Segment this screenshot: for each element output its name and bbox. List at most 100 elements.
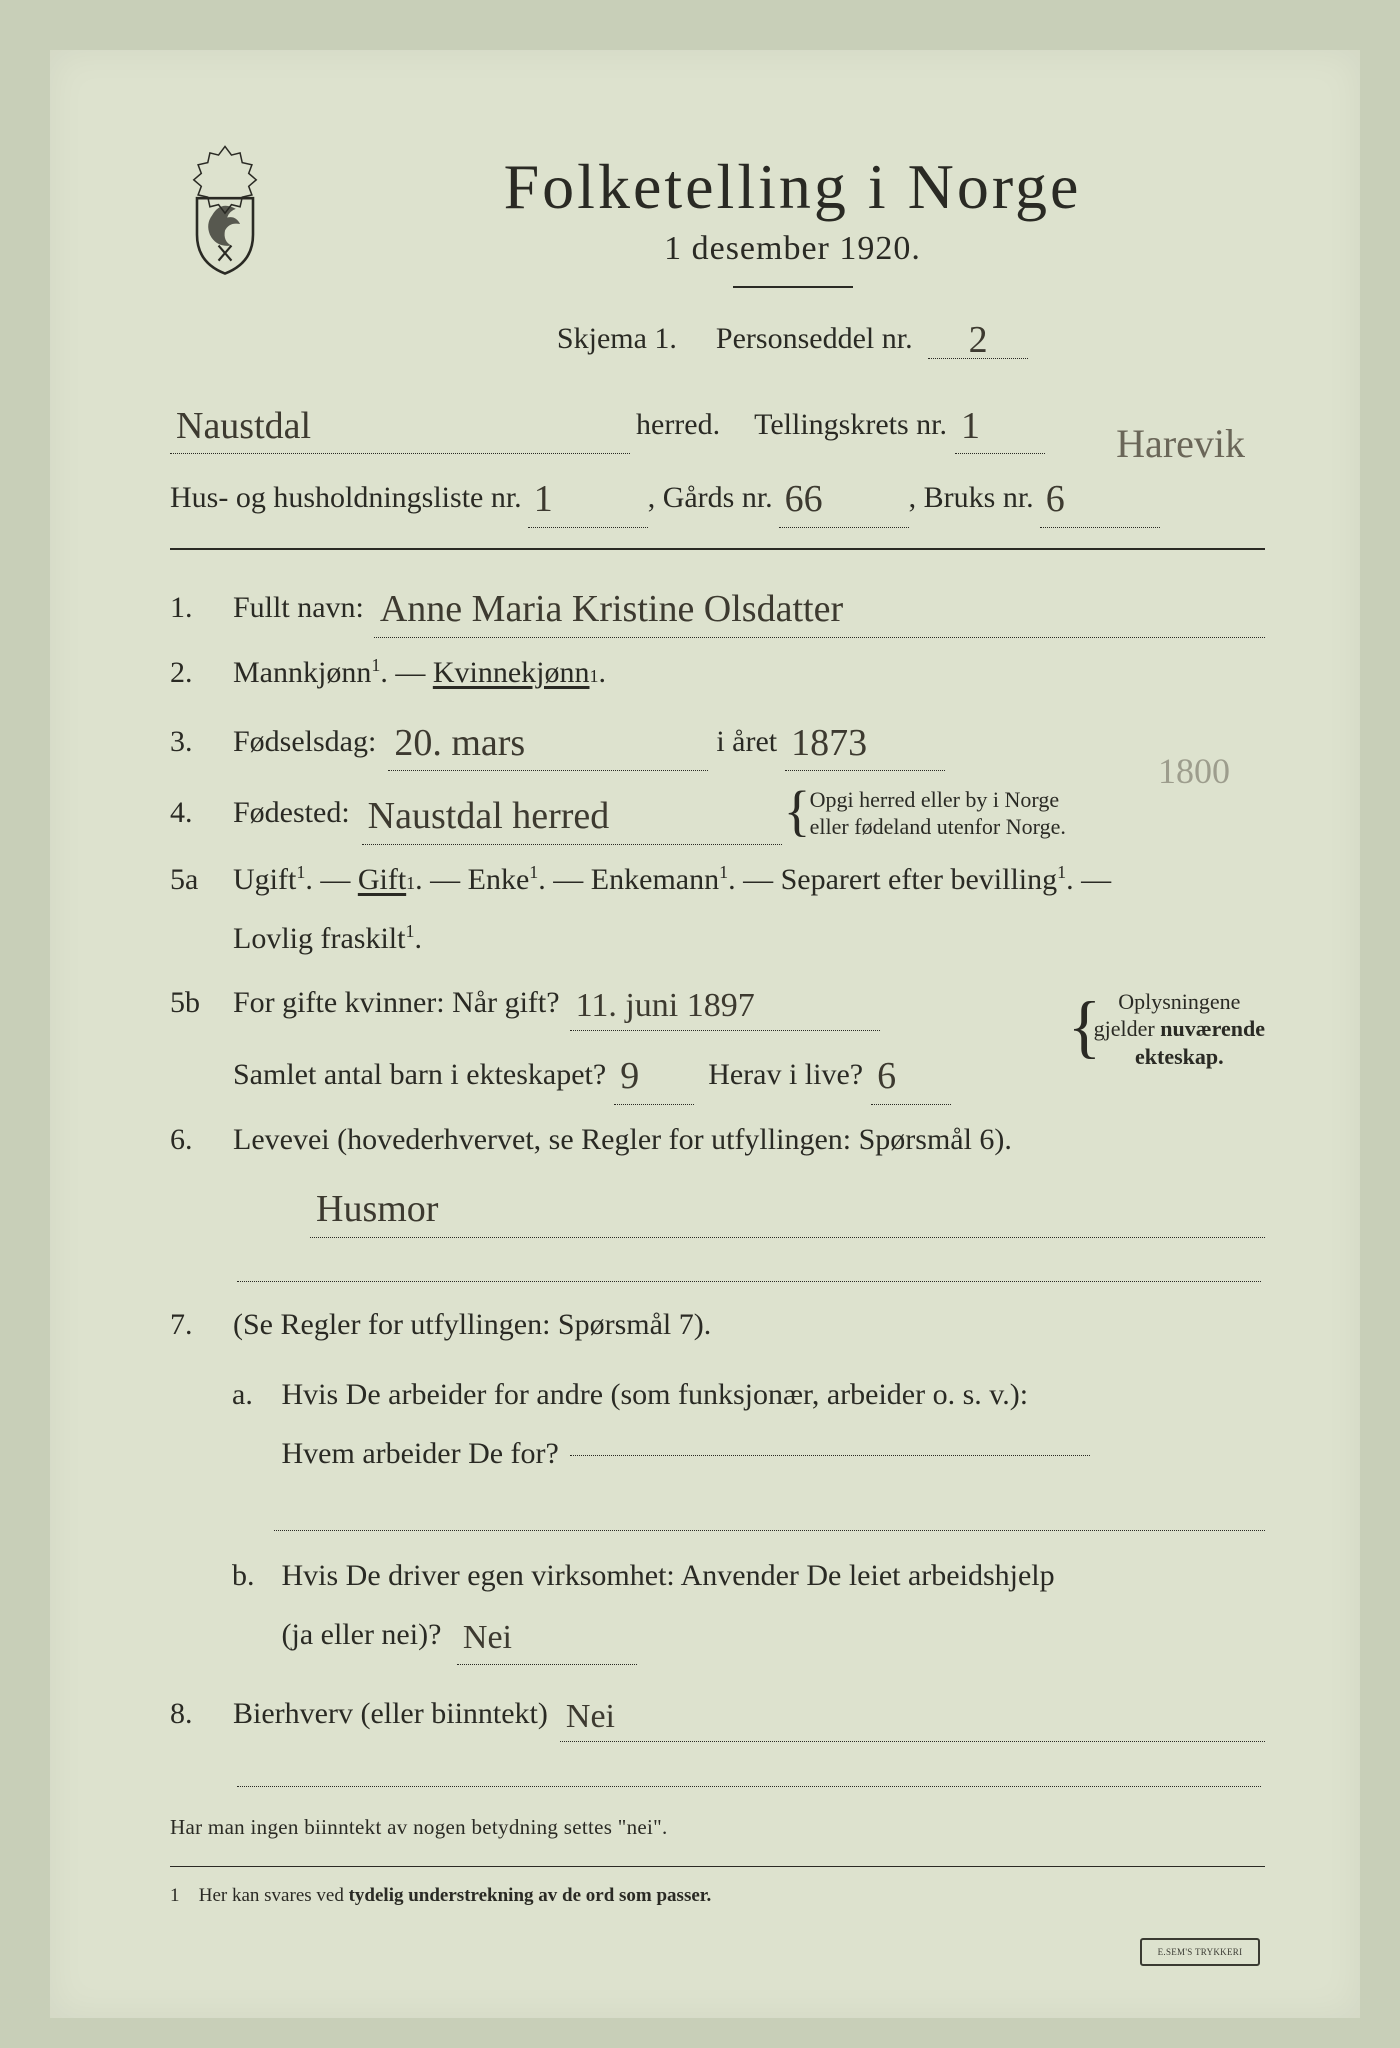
- personseddel-label: Personseddel nr.: [716, 322, 913, 355]
- husliste-value: 1: [528, 478, 559, 520]
- q5a-row2: Lovlig fraskilt1.: [170, 914, 1265, 964]
- skjema-line: Skjema 1. Personseddel nr. 2: [320, 314, 1265, 359]
- q7a-line2: Hvem arbeider De for?: [282, 1437, 559, 1470]
- q5b-label1: For gifte kvinner: Når gift?: [233, 978, 560, 1028]
- q6-label: Levevei (hovederhvervet, se Regler for u…: [233, 1115, 1012, 1165]
- q6-num: 6.: [170, 1115, 233, 1165]
- tellingskrets-label: Tellingskrets nr.: [754, 400, 947, 450]
- q5b-note-l3: ekteskap.: [1135, 1044, 1224, 1069]
- q4-num: 4.: [170, 788, 233, 838]
- divider-bottom: [170, 1866, 1265, 1868]
- title-rule: [733, 286, 853, 288]
- q7b-line2: (ja eller nei)?: [282, 1618, 442, 1651]
- herred-value: Naustdal: [170, 405, 317, 447]
- q5a-enke: Enke1.: [468, 855, 546, 905]
- q1-label: Fullt navn:: [233, 583, 364, 633]
- q7b-value: Nei: [457, 1619, 518, 1656]
- census-form-sheet: Harevik 1800 Folketelling i Norge 1 dese…: [50, 50, 1360, 2018]
- bruks-label: , Bruks nr.: [909, 473, 1034, 523]
- title-block: Folketelling i Norge 1 desember 1920. Sk…: [320, 140, 1265, 383]
- q4-label: Fødested:: [233, 788, 350, 838]
- q2-male: Mannkjønn1.: [233, 648, 388, 698]
- q7b: b. Hvis De driver egen virksomhet: Anven…: [170, 1549, 1265, 1665]
- q8-blank: [170, 1752, 1265, 1787]
- q7b-letter: b.: [232, 1549, 274, 1603]
- q2-male-text: Mannkjønn: [233, 656, 371, 689]
- main-title: Folketelling i Norge: [320, 150, 1265, 224]
- bruks-value: 6: [1040, 478, 1071, 520]
- q7a-value: [570, 1438, 582, 1475]
- gards-label: , Gårds nr.: [648, 473, 773, 523]
- tellingskrets-value: 1: [955, 405, 986, 447]
- q7a: a. Hvis De arbeider for andre (som funks…: [170, 1368, 1265, 1531]
- footnote-nei: Har man ingen biinntekt av nogen betydni…: [170, 1815, 1265, 1840]
- herred-label: herred.: [636, 400, 720, 450]
- q8-num: 8.: [170, 1689, 233, 1739]
- q3-row: 3. Fødselsdag: 20. mars i året 1873: [170, 708, 1265, 772]
- personseddel-nr-value: 2: [963, 319, 994, 361]
- q7a-fill: [570, 1422, 1090, 1457]
- q6-blank-row: [170, 1248, 1265, 1283]
- q3-num: 3.: [170, 717, 233, 767]
- q6-value-row: Husmor: [170, 1174, 1265, 1238]
- q5b-label3: Herav i live?: [708, 1050, 863, 1100]
- header: Folketelling i Norge 1 desember 1920. Sk…: [170, 140, 1265, 383]
- skjema-label: Skjema 1.: [557, 322, 677, 355]
- q4-note: Opgi herred eller by i Norge eller fødel…: [810, 786, 1066, 841]
- q2-row: 2. Mannkjønn1. — Kvinnekjønn1.: [170, 648, 1265, 698]
- q5b-note: Oplysningene gjelder nuværende ekteskap.: [1094, 988, 1265, 1071]
- q2-female-text: Kvinnekjønn: [433, 656, 590, 689]
- q1-num: 1.: [170, 583, 233, 633]
- q7-intro: (Se Regler for utfyllingen: Spørsmål 7).: [233, 1300, 711, 1350]
- date-subtitle: 1 desember 1920.: [320, 230, 1265, 268]
- q5b-children-alive: 6: [871, 1055, 902, 1097]
- q7a-line1: Hvis De arbeider for andre (som funksjon…: [282, 1378, 1029, 1411]
- q4-value: Naustdal herred: [362, 795, 616, 837]
- q7b-line1: Hvis De driver egen virksomhet: Anvender…: [282, 1559, 1055, 1592]
- divider-top: [170, 548, 1265, 551]
- q7-num: 7.: [170, 1300, 233, 1350]
- q3-day-value: 20. mars: [388, 722, 531, 764]
- q5b-children-total: 9: [614, 1055, 645, 1097]
- q5a-gift: Gift: [358, 855, 406, 905]
- q1-row: 1. Fullt navn: Anne Maria Kristine Olsda…: [170, 574, 1265, 638]
- gards-value: 66: [779, 478, 829, 520]
- q3-year-label: i året: [716, 717, 777, 767]
- herred-row: Naustdal herred. Tellingskrets nr. 1: [170, 391, 1265, 455]
- q1-value: Anne Maria Kristine Olsdatter: [374, 588, 849, 630]
- q5b-note-l1: Oplysningene: [1118, 989, 1240, 1014]
- footnote-1-num: 1: [170, 1885, 194, 1907]
- q8-value: Nei: [560, 1698, 621, 1735]
- q5a-row: 5a Ugift1. — Gift1. — Enke1. — Enkemann1…: [170, 855, 1265, 905]
- q5b-row1: 5b For gifte kvinner: Når gift? 11. juni…: [170, 974, 1265, 1031]
- q6-row: 6. Levevei (hovederhvervet, se Regler fo…: [170, 1115, 1265, 1165]
- coat-of-arms-icon: [170, 140, 280, 280]
- husliste-label: Hus- og husholdningsliste nr.: [170, 473, 522, 523]
- handwritten-surname-margin: Harevik: [1116, 420, 1245, 467]
- q5a-enkemann: Enkemann1.: [591, 855, 736, 905]
- q2-female: Kvinnekjønn: [433, 648, 590, 698]
- q4-note-l1: Opgi herred eller by i Norge: [810, 787, 1059, 812]
- q3-label: Fødselsdag:: [233, 717, 376, 767]
- q5b-num: 5b: [170, 978, 233, 1028]
- q4-row: 4. Fødested: Naustdal herred Opgi herred…: [170, 781, 1265, 845]
- q2-num: 2.: [170, 648, 233, 698]
- q7-block: 7. (Se Regler for utfyllingen: Spørsmål …: [170, 1300, 1265, 1665]
- q5a-ugift: Ugift1.: [233, 855, 313, 905]
- q5b-note-l2: gjelder nuværende: [1094, 1016, 1265, 1041]
- q4-note-l2: eller fødeland utenfor Norge.: [810, 814, 1066, 839]
- footnote-1: 1 Her kan svares ved tydelig understrekn…: [170, 1885, 1265, 1907]
- handwritten-margin-year: 1800: [1158, 750, 1230, 792]
- q8-row: 8. Bierhverv (eller biinntekt) Nei: [170, 1685, 1265, 1742]
- q5a-separert: Separert efter bevilling1.: [781, 855, 1074, 905]
- printer-stamp: E.SEM'S TRYKKERI: [1140, 1938, 1260, 1966]
- q5a-num: 5a: [170, 855, 233, 905]
- q6-value: Husmor: [310, 1188, 444, 1230]
- q5a-fraskilt: Lovlig fraskilt1.: [233, 914, 422, 964]
- q8-label: Bierhverv (eller biinntekt): [233, 1689, 548, 1739]
- q3-year-value: 1873: [785, 722, 873, 764]
- q7a-letter: a.: [232, 1368, 274, 1422]
- q5b-marriage-date: 11. juni 1897: [570, 987, 761, 1024]
- husliste-row: Hus- og husholdningsliste nr. 1 , Gårds …: [170, 464, 1265, 528]
- q5b-label2: Samlet antal barn i ekteskapet?: [233, 1050, 606, 1100]
